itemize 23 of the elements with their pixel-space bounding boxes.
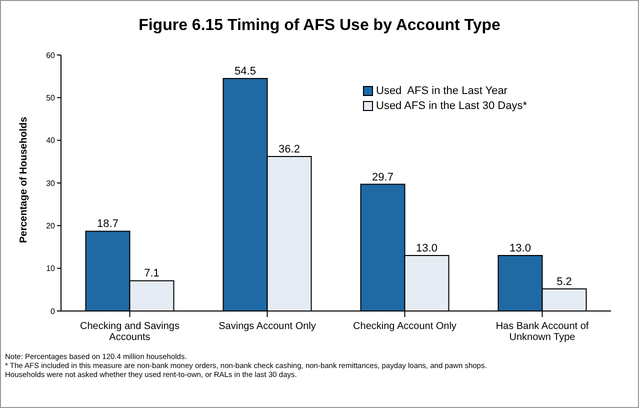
x-tick-label: Checking Account Only xyxy=(353,321,456,332)
text: 13.0 xyxy=(510,242,531,255)
y-tick-label: 50 xyxy=(46,94,56,103)
text: 18.7 xyxy=(97,218,118,230)
text: 5.2 xyxy=(556,276,572,288)
y-tick-label: 40 xyxy=(46,136,56,146)
x-tick-label: Has Bank Account of Unknown Type xyxy=(496,321,589,343)
y-tick-label: 0 xyxy=(50,306,56,316)
y-axis-title: Percentage of Households xyxy=(18,116,30,243)
text: 13.0 xyxy=(416,242,438,255)
text: 36.2 xyxy=(278,144,300,156)
y-tick-label: 10 xyxy=(46,264,56,274)
y-tick-label: 60 xyxy=(46,50,56,60)
legend-label: Used AFS in the Last Year xyxy=(376,85,508,97)
text: 54.5 xyxy=(234,65,256,78)
legend-label: Used AFS in the Last 30 Days* xyxy=(376,100,528,112)
text: 29.7 xyxy=(372,171,394,184)
x-tick-label: Checking and Savings Accounts xyxy=(80,321,180,343)
y-tick-label: 20 xyxy=(46,222,56,231)
x-tick-label: Savings Account Only xyxy=(218,321,316,332)
y-tick-label: 30 xyxy=(46,178,56,188)
text: 7.1 xyxy=(144,268,160,280)
chart-title: Figure 6.15 Timing of AFS Use by Account Type xyxy=(138,17,502,36)
